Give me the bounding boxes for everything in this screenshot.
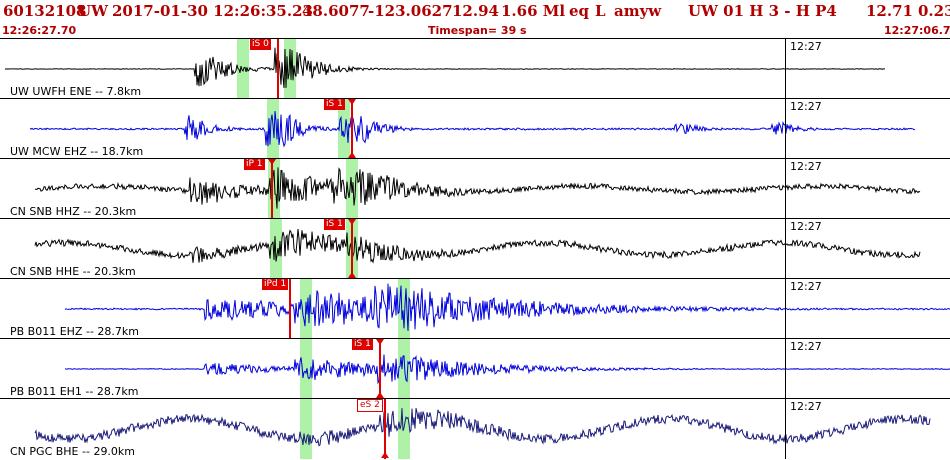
time-range-bar: 12:26:27.70 Timespan= 39 s 12:27:06.73: [0, 24, 950, 38]
phase-pick-label[interactable]: iS 1: [352, 339, 373, 350]
trace-panel[interactable]: 12:27 eS 2 CN PGC BHE -- 29.0km: [0, 398, 950, 459]
end-time: 12:27:06.73: [884, 24, 950, 37]
start-time: 12:26:27.70: [2, 24, 77, 37]
event-type: eq: [569, 2, 590, 20]
phase-pick-label[interactable]: iS 1: [324, 99, 345, 110]
pick-marker-down-icon: [348, 219, 356, 225]
event-latitude: 48.6077: [302, 2, 370, 20]
event-id: 60132108: [3, 2, 87, 20]
waveform-trace: [34, 407, 931, 447]
waveform: [34, 167, 921, 209]
waveform-trace: [34, 167, 921, 209]
pick-marker-up-icon: [348, 272, 356, 278]
timespan: Timespan= 39 s: [428, 24, 527, 37]
minute-tick-label: 12:27: [790, 40, 822, 53]
station-channel-label: PB B011 EHZ -- 28.7km: [10, 325, 139, 338]
event-magnitude: 1.66 Ml: [501, 2, 566, 20]
minute-tick-line: [785, 219, 786, 279]
minute-tick-label: 12:27: [790, 220, 822, 233]
minute-tick-line: [785, 39, 786, 99]
minute-tick-line: [785, 279, 786, 339]
pick-marker-up-icon: [381, 452, 389, 458]
phase-pick-label[interactable]: iS 1: [324, 219, 345, 230]
phase-pick-line[interactable]: [384, 399, 386, 459]
seismogram-traces[interactable]: 12:27 iS 0 UW UWFH ENE -- 7.8km 12:27 iS 1 UW…: [0, 38, 950, 460]
minute-tick-line: [785, 399, 786, 459]
event-error: 12.71: [866, 2, 913, 20]
station-channel-label: PB B011 EH1 -- 28.7km: [10, 385, 139, 398]
phase-pick-label[interactable]: iS 0: [250, 39, 271, 50]
waveform: [34, 407, 931, 447]
event-header: 60132108 UW 2017-01-30 12:26:35.23 48.60…: [0, 0, 950, 24]
minute-tick-line: [785, 99, 786, 159]
waveform-trace: [64, 354, 950, 385]
phase-pick-label[interactable]: iP 1: [244, 159, 265, 170]
minute-tick-line: [785, 339, 786, 399]
event-longitude: -123.0627: [368, 2, 453, 20]
pick-window-band[interactable]: [338, 99, 350, 159]
station-channel-label: CN SNB HHE -- 20.3km: [10, 265, 136, 278]
pick-marker-down-icon: [268, 159, 276, 165]
waveform-trace: [34, 229, 921, 264]
phase-pick-line[interactable]: [379, 339, 381, 399]
waveform: [64, 283, 950, 331]
pick-marker-down-icon: [376, 339, 384, 345]
event-author: amyw: [614, 2, 662, 20]
minute-tick-line: [785, 159, 786, 219]
waveform: [29, 111, 916, 148]
event-solution-info: UW 01 H 3 - H P4: [688, 2, 837, 20]
minute-tick-label: 12:27: [790, 280, 822, 293]
pick-window-band[interactable]: [237, 39, 249, 99]
trace-panel[interactable]: 12:27 iPd 1 PB B011 EHZ -- 28.7km: [0, 278, 950, 339]
pick-marker-down-icon: [348, 99, 356, 105]
minute-tick-label: 12:27: [790, 400, 822, 413]
phase-pick-line[interactable]: [351, 99, 353, 159]
waveform-trace: [29, 111, 916, 148]
event-datetime: 2017-01-30 12:26:35.23: [112, 2, 313, 20]
trace-panel[interactable]: 12:27 iS 1 UW MCW EHZ -- 18.7km: [0, 98, 950, 159]
phase-pick-line[interactable]: [271, 159, 273, 219]
waveform: [34, 229, 921, 264]
waveform: [4, 47, 886, 89]
trace-panel[interactable]: 12:27 iS 1 CN SNB HHE -- 20.3km: [0, 218, 950, 279]
station-channel-label: CN PGC BHE -- 29.0km: [10, 445, 136, 458]
trace-panel[interactable]: 12:27 iS 1 PB B011 EH1 -- 28.7km: [0, 338, 950, 399]
trace-panel[interactable]: 12:27 iS 0 UW UWFH ENE -- 7.8km: [0, 38, 950, 99]
phase-pick-line[interactable]: [289, 279, 291, 339]
minute-tick-label: 12:27: [790, 160, 822, 173]
phase-pick-line[interactable]: [277, 39, 279, 99]
waveform-trace: [4, 47, 886, 89]
trace-panel[interactable]: 12:27 iP 1 CN SNB HHZ -- 20.3km: [0, 158, 950, 219]
minute-tick-label: 12:27: [790, 340, 822, 353]
event-review: L: [595, 2, 606, 20]
station-channel-label: UW MCW EHZ -- 18.7km: [10, 145, 144, 158]
pick-window-band[interactable]: [398, 339, 410, 399]
phase-pick-label[interactable]: iPd 1: [262, 279, 289, 290]
event-network: UW: [78, 2, 108, 20]
pick-window-band[interactable]: [300, 339, 312, 399]
station-channel-label: CN SNB HHZ -- 20.3km: [10, 205, 137, 218]
pick-marker-up-icon: [348, 152, 356, 158]
minute-tick-label: 12:27: [790, 100, 822, 113]
pick-marker-up-icon: [376, 392, 384, 398]
phase-pick-line[interactable]: [351, 219, 353, 279]
waveform: [64, 354, 950, 385]
event-depth: 12.94: [452, 2, 499, 20]
phase-pick-label[interactable]: eS 2: [357, 399, 383, 412]
waveform-trace: [64, 283, 950, 331]
event-rms: 0.23: [918, 2, 950, 20]
station-channel-label: UW UWFH ENE -- 7.8km: [10, 85, 142, 98]
pick-window-band[interactable]: [284, 39, 296, 99]
